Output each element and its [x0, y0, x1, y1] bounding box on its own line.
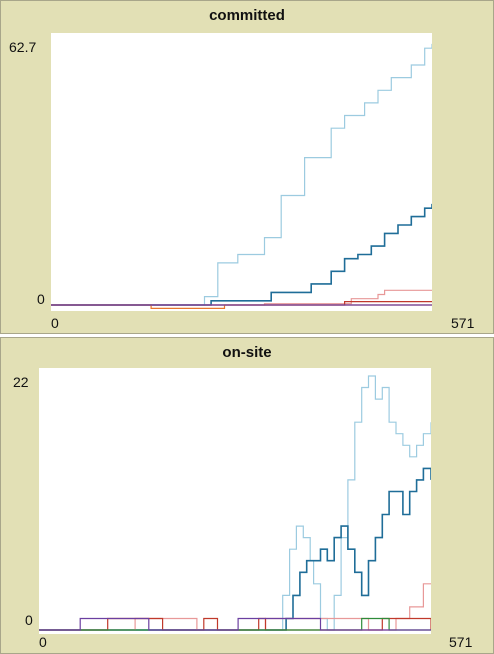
- x-max-tick: 571: [451, 315, 475, 331]
- y-min-tick: 0: [37, 291, 45, 307]
- series-line-2: [51, 203, 432, 306]
- series-line-3: [51, 289, 432, 306]
- plot-area: [39, 368, 431, 634]
- plot-area: [51, 33, 432, 311]
- committed-plot-panel: committed 62.7 0 0 571: [0, 0, 494, 334]
- series-line-4: [39, 617, 431, 631]
- y-min-tick: 0: [25, 612, 33, 628]
- committed-chart-svg: [51, 43, 432, 309]
- y-max-tick: 22: [13, 374, 29, 390]
- series-line-6: [39, 617, 431, 631]
- series-line-5: [39, 617, 431, 631]
- y-max-tick: 62.7: [9, 39, 37, 55]
- on-site-plot-panel: on-site 22 0 0 571: [0, 337, 494, 654]
- chart-title: committed: [209, 7, 285, 24]
- x-min-tick: 0: [51, 315, 59, 331]
- x-min-tick: 0: [39, 634, 47, 650]
- series-line-3: [39, 583, 431, 631]
- series-line-1: [39, 375, 431, 631]
- series-line-1: [51, 43, 432, 306]
- on-site-chart-svg: [39, 375, 431, 631]
- series-line-2: [39, 467, 431, 631]
- chart-title: on-site: [222, 344, 272, 361]
- x-max-tick: 571: [449, 634, 473, 650]
